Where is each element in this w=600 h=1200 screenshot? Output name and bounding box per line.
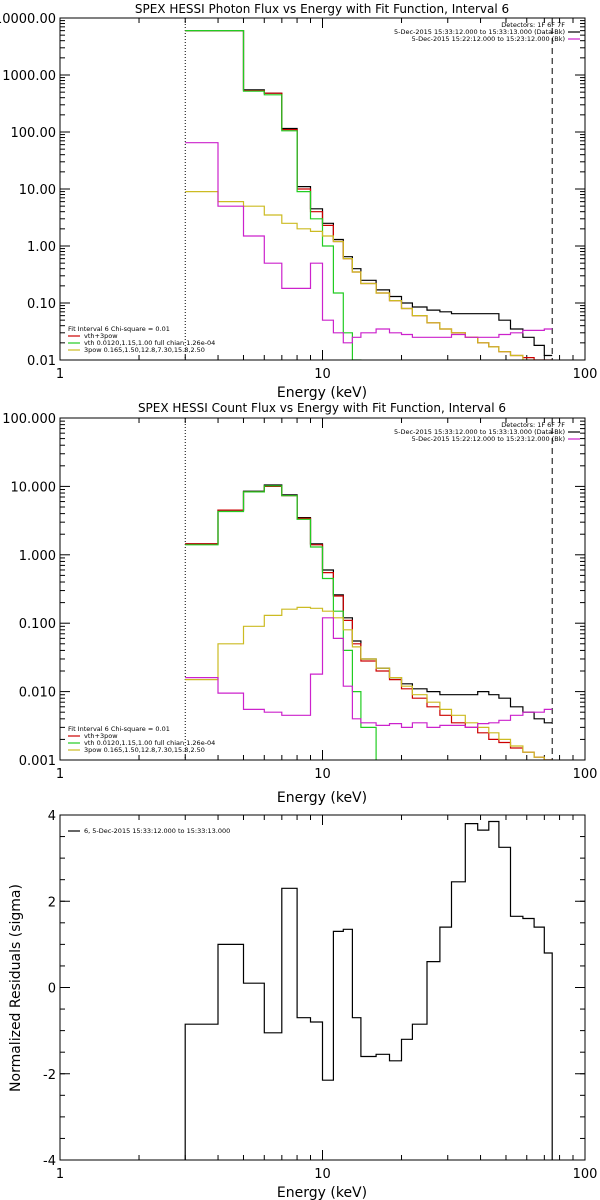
- y-tick-label: 100.000: [2, 412, 56, 427]
- legend-bottom-text: 3pow 0.165,1.50,12.8,7.30,15.8,2.50: [84, 346, 205, 354]
- legend-bottom-text: Fit Interval 6 Chi-square = 0.01: [68, 725, 170, 733]
- x-tick-label: 100: [573, 367, 598, 382]
- series-black-line: [185, 484, 553, 724]
- y-tick-label: 0.10: [27, 297, 56, 312]
- y-tick-label: -2: [43, 1068, 56, 1083]
- y-tick-label: 1.00: [27, 240, 56, 255]
- plot-marks: 1 10 100 0.001 0.010 0.100 1.000 10.000 100.000 D…: [2, 412, 598, 782]
- y-tick-label: 10.000: [11, 480, 57, 495]
- legend-bottom-text: Fit Interval 6 Chi-square = 0.01: [68, 325, 170, 333]
- photon-flux-panel: SPEX HESSI Photon Flux vs Energy with Fi…: [0, 2, 598, 401]
- y-tick-label: 1.000: [19, 549, 56, 564]
- y-tick-label: 4: [48, 809, 56, 824]
- x-tick-label: 100: [573, 767, 598, 782]
- plot-marks: 1 10 100 -4 -2 0 2 4 6, 5-Dec-2015 15:33:12.000 …: [43, 809, 597, 1182]
- legend-top-text: Detectors: 1F 6F 7F: [501, 421, 565, 429]
- x-tick-label: 10: [314, 767, 331, 782]
- x-tick-label: 100: [573, 1167, 598, 1182]
- plot-marks: 1 10 100 0.01 0.10 1.00 10.00 100.00 1000.00 1000…: [0, 12, 598, 382]
- x-axis-label: Energy (keV): [277, 790, 367, 806]
- series-red-line: [185, 485, 553, 760]
- x-tick-label: 10: [314, 367, 331, 382]
- legend-top-text: 5-Dec-2015 15:22:12.000 to 15:23:12.000 …: [412, 435, 565, 443]
- y-tick-label: -4: [43, 1154, 56, 1169]
- x-axis-label: Energy (keV): [277, 385, 367, 401]
- residuals-panel: Energy (keV) Normalized Residuals (sigma…: [8, 809, 597, 1200]
- legend-bottom-text: vth 0.0120,1.15,1.00 full chian 1.26e-04: [84, 339, 215, 347]
- x-axis-label: Energy (keV): [277, 1185, 367, 1200]
- legend-bottom-text: vth+3pow: [84, 332, 118, 340]
- panel-title: SPEX HESSI Photon Flux vs Energy with Fi…: [135, 2, 509, 16]
- plot-frame: [59, 814, 586, 1161]
- legend-top-text: 6, 5-Dec-2015 15:33:12.000 to 15:33:13.0…: [84, 827, 230, 835]
- series-magenta-line: [185, 142, 553, 344]
- x-tick-label: 10: [314, 1167, 331, 1182]
- legend-top-text: 5-Dec-2015 15:22:12.000 to 15:23:12.000 …: [412, 35, 565, 43]
- series-yellow-line: [185, 191, 535, 360]
- y-tick-label: 0.010: [19, 686, 56, 701]
- legend-bottom-text: vth+3pow: [84, 732, 118, 740]
- plot-frame: [59, 417, 586, 761]
- y-tick-label: 10000.00: [0, 12, 56, 27]
- x-tick-label: 1: [56, 767, 64, 782]
- series-red-line: [185, 30, 553, 360]
- legend-top-text: 5-Dec-2015 15:33:12.000 to 15:33:13.000 …: [394, 28, 565, 36]
- legend-bottom-text: 3pow 0.165,1.50,12.8,7.30,15.8,2.50: [84, 746, 205, 754]
- series-black-line: [184, 820, 553, 1160]
- series-black-line: [185, 30, 553, 357]
- series-magenta-line: [185, 617, 553, 728]
- series-yellow-line: [185, 606, 553, 760]
- legend-bottom-text: vth 0.0120,1.15,1.00 full chian 1.26e-04: [84, 739, 215, 747]
- y-tick-label: 0.001: [19, 754, 56, 769]
- y-tick-label: 2: [48, 895, 56, 910]
- y-tick-label: 0.100: [19, 617, 56, 632]
- legend-top-text: Detectors: 1F 6F 7F: [501, 21, 565, 29]
- y-axis-label: Normalized Residuals (sigma): [8, 884, 24, 1092]
- panel-title: SPEX HESSI Count Flux vs Energy with Fit…: [138, 401, 506, 415]
- x-tick-label: 1: [56, 367, 64, 382]
- y-tick-label: 1000.00: [2, 69, 56, 84]
- y-tick-label: 0: [48, 982, 56, 997]
- plot-frame: [59, 17, 586, 361]
- y-tick-label: 0.01: [27, 354, 56, 369]
- count-flux-panel: SPEX HESSI Count Flux vs Energy with Fit…: [2, 401, 598, 806]
- y-tick-label: 100.00: [11, 126, 57, 141]
- x-tick-label: 1: [56, 1167, 64, 1182]
- series-green-line: [185, 30, 362, 360]
- series-green-line: [185, 485, 377, 760]
- y-tick-label: 10.00: [19, 183, 56, 198]
- legend-top-text: 5-Dec-2015 15:33:12.000 to 15:33:13.000 …: [394, 428, 565, 436]
